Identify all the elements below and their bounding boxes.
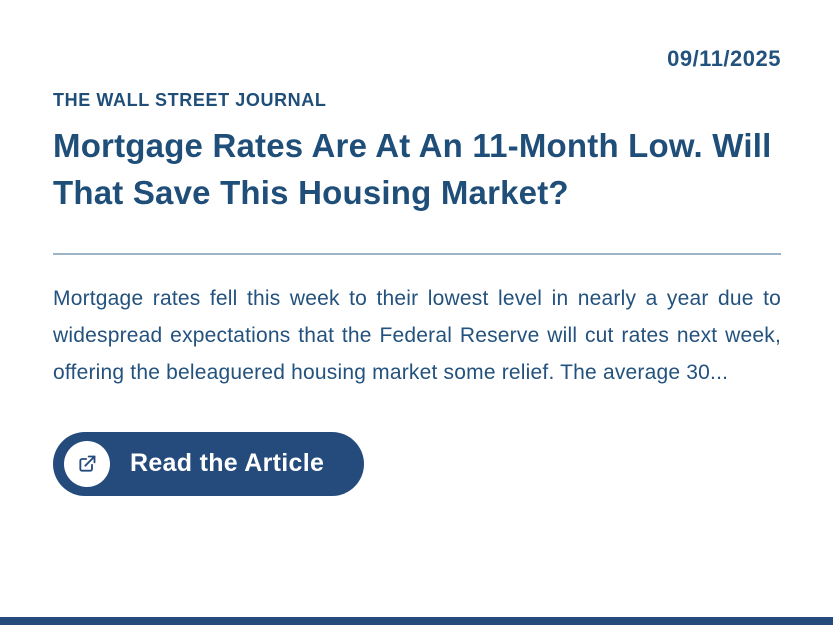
article-excerpt: Mortgage rates fell this week to their l… — [53, 286, 781, 384]
divider — [53, 252, 781, 255]
source-label: THE WALL STREET JOURNAL — [53, 90, 327, 110]
article-headline: Mortgage Rates Are At An 11-Month Low. W… — [53, 127, 772, 211]
read-article-button[interactable]: Read the Article — [53, 431, 365, 496]
bottom-accent-bar — [0, 617, 833, 625]
external-link-icon — [64, 440, 110, 487]
read-article-label: Read the Article — [130, 449, 325, 478]
article-date: 09/11/2025 — [667, 46, 781, 71]
